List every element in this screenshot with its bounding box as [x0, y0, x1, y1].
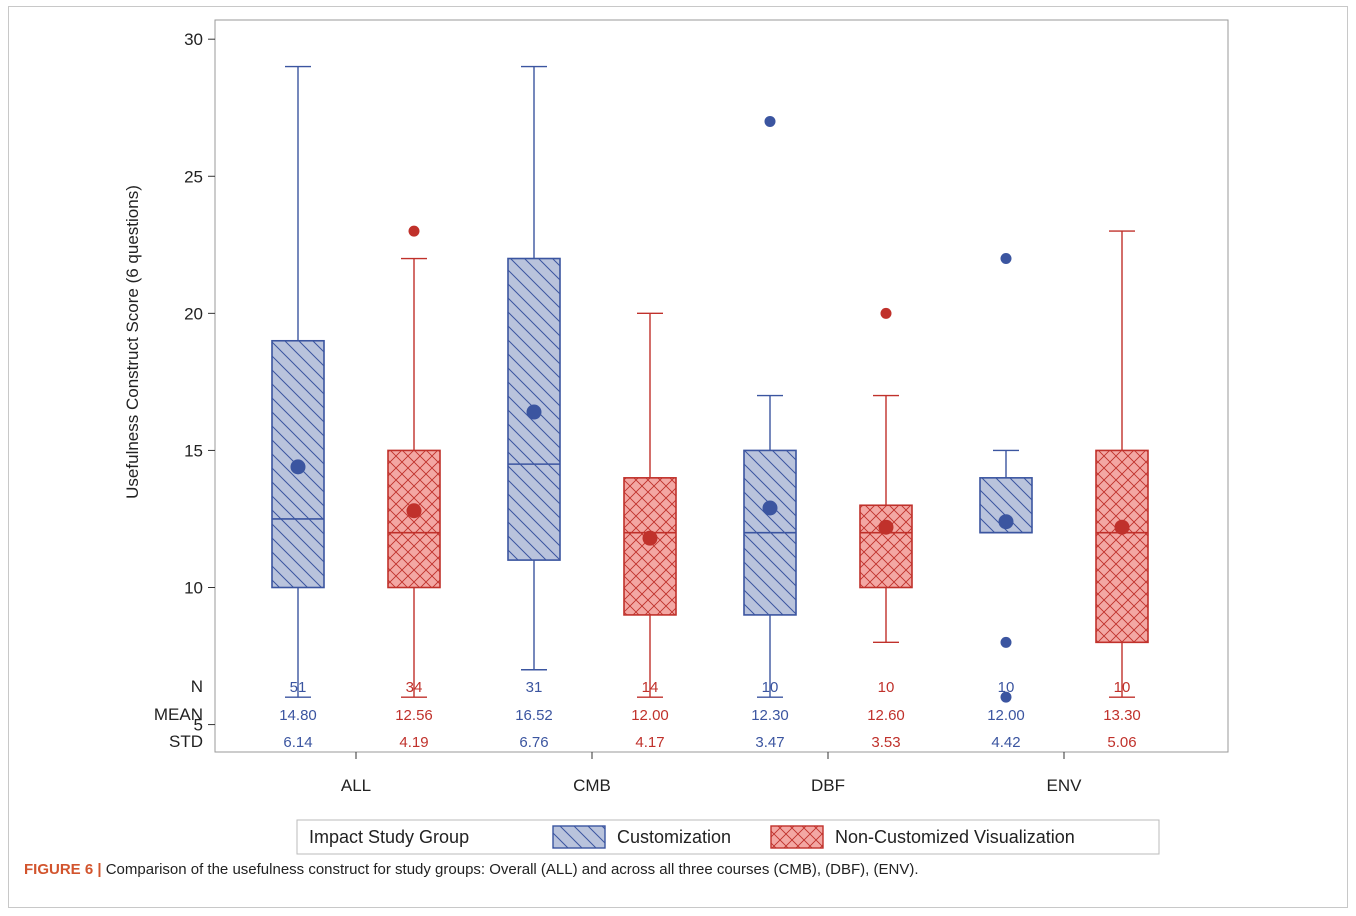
stats-row-label: N [191, 677, 203, 696]
stats-value: 6.14 [283, 734, 312, 751]
stats-value: 10 [762, 679, 779, 696]
stats-value: 4.17 [635, 734, 664, 751]
stats-value: 13.30 [1103, 707, 1141, 724]
stats-value: 31 [526, 679, 543, 696]
box-iqr [1095, 449, 1149, 644]
stats-value: 5.06 [1107, 734, 1136, 751]
mean-marker [998, 514, 1014, 530]
y-tick-label: 30 [184, 30, 203, 49]
mean-marker [1114, 519, 1130, 535]
legend-frame [296, 819, 1160, 855]
stats-value: 4.42 [991, 734, 1020, 751]
stats-value: 12.00 [987, 707, 1025, 724]
figure-caption: FIGURE 6 | Comparison of the usefulness … [24, 860, 1334, 880]
x-tick-label: DBF [811, 776, 845, 795]
y-tick-label: 15 [184, 441, 203, 460]
stats-value: 3.47 [755, 734, 784, 751]
x-tick-label: ENV [1047, 776, 1083, 795]
legend-label: Non-Customized Visualization [835, 827, 1075, 847]
y-axis-label: Usefulness Construct Score (6 questions) [123, 185, 142, 499]
y-tick-label: 10 [184, 579, 203, 598]
legend-swatch [552, 825, 606, 849]
box-non-customized-visualizationall [387, 225, 441, 698]
stats-value: 14.80 [279, 707, 317, 724]
plot-area [214, 19, 1229, 753]
y-axis: 5 10 15 20 25 30 [184, 30, 215, 735]
mean-marker [762, 500, 778, 516]
box-non-customized-visualizationenv [1095, 230, 1149, 698]
outlier-point [1000, 253, 1012, 265]
stats-value: 10 [878, 679, 895, 696]
y-tick-label: 20 [184, 304, 203, 323]
mean-marker [878, 519, 894, 535]
box-plot-chart: 5 10 15 20 25 30 ALL CMB DBF ENV N MEAN STD 51 14.80… [123, 19, 1229, 855]
stats-value: 3.53 [871, 734, 900, 751]
x-tick-label: CMB [573, 776, 611, 795]
mean-marker [526, 404, 542, 420]
stats-value: 34 [406, 679, 423, 696]
figure-frame [8, 6, 1348, 908]
box-customizationdbf [743, 115, 797, 698]
legend-swatch [770, 825, 824, 849]
stats-value: 10 [998, 679, 1015, 696]
stats-value: 51 [290, 679, 307, 696]
legend: Impact Study Group Customization Non-Custo… [296, 819, 1160, 855]
outlier-point [764, 115, 776, 127]
box-customizationcmb [507, 65, 561, 671]
x-tick-label: ALL [341, 776, 371, 795]
y-tick-label: 5 [194, 716, 203, 735]
box-non-customized-visualizationdbf [859, 307, 913, 644]
stats-value: 12.56 [395, 707, 433, 724]
outlier-point [1000, 691, 1012, 703]
stats-value: 12.60 [867, 707, 905, 724]
stats-row-label: MEAN [154, 705, 203, 724]
outlier-point [1000, 636, 1012, 648]
caption-text: Comparison of the usefulness construct f… [101, 861, 919, 878]
stats-value: 12.00 [631, 707, 669, 724]
legend-title: Impact Study Group [309, 827, 469, 847]
box-iqr [387, 449, 441, 589]
stats-table: N MEAN STD 51 14.80 6.14 31 16.52 6.76 10 12.30 3.4… [154, 677, 1141, 751]
stats-value: 14 [642, 679, 659, 696]
stats-value: 16.52 [515, 707, 553, 724]
plot-frame [214, 19, 1229, 753]
x-axis: ALL CMB DBF ENV [341, 752, 1082, 795]
box-customizationenv [979, 253, 1033, 703]
outlier-point [408, 225, 420, 237]
stats-value: 12.30 [751, 707, 789, 724]
caption-label: FIGURE 6 | [24, 861, 102, 878]
box-customizationall [271, 65, 325, 698]
box-iqr [623, 477, 677, 616]
mean-marker [290, 459, 306, 475]
stats-value: 10 [1114, 679, 1131, 696]
stats-row-label: STD [169, 732, 203, 751]
stats-value: 6.76 [519, 734, 548, 751]
box-non-customized-visualizationcmb [623, 312, 677, 698]
legend-label: Customization [617, 827, 731, 847]
box-iqr [859, 504, 913, 589]
y-tick-label: 25 [184, 167, 203, 186]
stats-value: 4.19 [399, 734, 428, 751]
mean-marker [406, 503, 422, 519]
outlier-point [880, 307, 892, 319]
mean-marker [642, 530, 658, 546]
